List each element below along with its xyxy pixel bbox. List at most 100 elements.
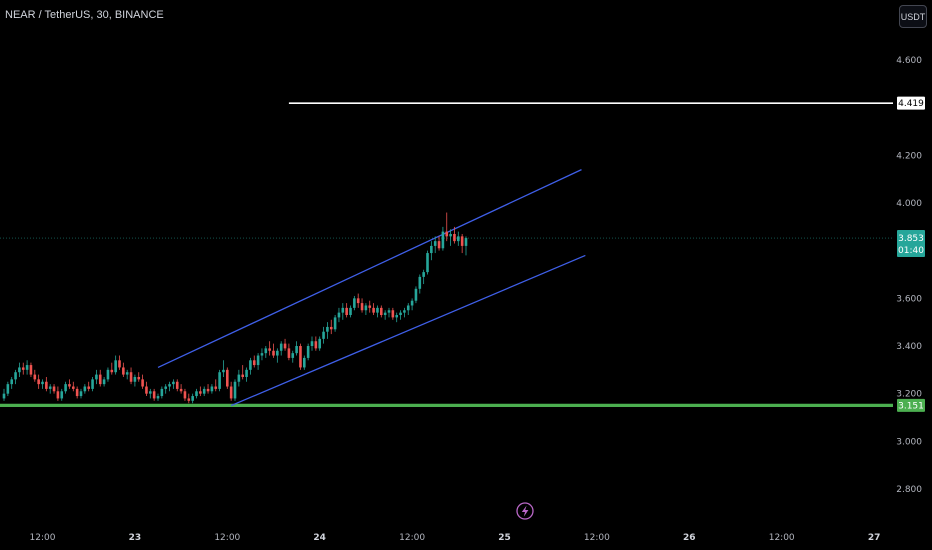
candle (437, 236, 441, 251)
candle-body (52, 386, 56, 392)
candle (133, 374, 137, 387)
candle-body (149, 391, 152, 394)
candle-body (457, 236, 460, 242)
candle-body (333, 317, 337, 330)
candle-body (72, 386, 75, 389)
candle-body (33, 374, 37, 380)
candle-body (453, 233, 456, 242)
candle-body (422, 272, 425, 277)
candle (433, 236, 437, 254)
candle (2, 388, 6, 401)
candle (391, 307, 395, 320)
candle-body (202, 388, 206, 394)
candle (183, 388, 187, 401)
resistance-price-tag: 4.419 (897, 96, 925, 110)
candle (276, 348, 279, 363)
last-price-tag-bg (897, 230, 925, 258)
candle-body (168, 384, 171, 387)
price-axis[interactable]: 4.600 4.200 4.000 3.600 3.400 3.200 3.000 2.800 (896, 56, 922, 495)
candle (449, 229, 452, 246)
y-tick-label: 3.600 (896, 294, 922, 304)
candle-body (145, 386, 148, 394)
candle (206, 384, 210, 394)
candle-body (191, 396, 194, 401)
x-tick-label: 12:00 (30, 533, 56, 543)
candle (314, 336, 318, 351)
x-tick-label: 12:00 (769, 533, 795, 543)
candle-body (337, 312, 341, 318)
candle (122, 362, 125, 377)
lightning-icon[interactable] (516, 502, 534, 520)
channel-lower-line[interactable] (230, 254, 586, 407)
x-tick-label: 12:00 (399, 533, 425, 543)
candle (287, 343, 291, 361)
candle-body (399, 312, 402, 316)
candle (395, 312, 398, 323)
candle-body (279, 343, 283, 351)
candle (41, 379, 44, 389)
candle (229, 381, 233, 401)
candle-body (322, 331, 325, 339)
candle (372, 303, 375, 316)
candle-body (249, 360, 252, 370)
candle (210, 384, 214, 394)
candle-body (137, 376, 141, 380)
candle (326, 322, 329, 339)
candle-body (222, 369, 225, 373)
candle-body (299, 346, 302, 368)
candle-body (449, 233, 452, 237)
time-axis[interactable]: 12:00 23 12:00 24 12:00 25 12:00 26 12:00 27 (30, 533, 881, 543)
candle (156, 393, 160, 401)
candle (387, 307, 391, 318)
candle-body (48, 386, 52, 389)
candle (160, 386, 164, 399)
candle (310, 336, 314, 351)
candle-body (268, 348, 271, 351)
candlestick-series (2, 212, 468, 404)
candle-body (437, 241, 441, 249)
candle (233, 379, 237, 401)
candle-body (383, 312, 387, 316)
candle-body (29, 365, 33, 375)
candle (333, 315, 337, 332)
candle (168, 381, 171, 392)
candle (102, 376, 106, 387)
resistance-price-tag-bg (897, 96, 925, 110)
candle-body (349, 307, 352, 316)
candle (306, 343, 310, 361)
y-tick-label: 3.200 (896, 390, 922, 400)
candle (260, 348, 264, 361)
candle (141, 374, 144, 389)
candle (299, 343, 302, 370)
countdown-text: 01:40 (898, 246, 924, 256)
candle (345, 303, 348, 318)
channel-upper-line[interactable] (157, 169, 582, 369)
candle-body (91, 379, 94, 389)
candle (164, 384, 167, 394)
price-tags: 4.419 3.151 3.853 01:40 (897, 96, 925, 412)
candle (237, 369, 241, 387)
drawing-layer[interactable] (0, 102, 893, 407)
candle-body (360, 303, 364, 311)
candle-body (410, 300, 414, 306)
currency-button[interactable]: USDT (899, 5, 927, 28)
x-tick-label: 26 (683, 533, 696, 543)
candle-body (160, 388, 164, 397)
candle (137, 372, 141, 382)
candle-body (156, 396, 160, 399)
candle (145, 381, 148, 397)
y-tick-label: 4.200 (896, 151, 922, 161)
candle-body (183, 391, 187, 399)
candle (68, 379, 71, 389)
candle-body (380, 307, 383, 316)
candle-body (256, 355, 260, 366)
candle (79, 388, 83, 399)
candle (349, 305, 352, 318)
candle (6, 381, 10, 397)
candle-body (272, 350, 275, 356)
candle-body (433, 241, 437, 246)
y-tick-label: 3.400 (896, 342, 922, 352)
candle-body (318, 338, 321, 349)
candle-body (310, 341, 314, 346)
